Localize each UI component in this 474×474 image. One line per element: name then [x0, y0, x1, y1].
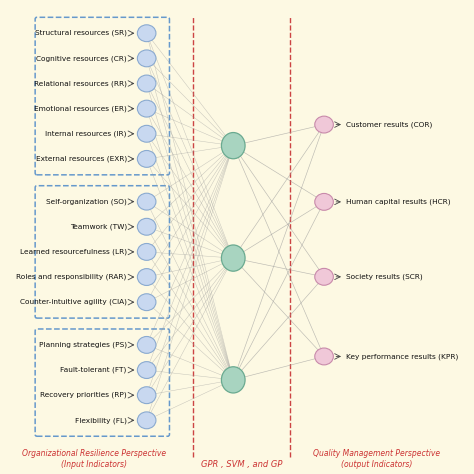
Text: Teamwork (TW): Teamwork (TW) — [70, 224, 127, 230]
Ellipse shape — [137, 25, 156, 42]
Ellipse shape — [137, 100, 156, 117]
Circle shape — [221, 133, 245, 159]
Ellipse shape — [137, 269, 156, 285]
Ellipse shape — [315, 116, 333, 133]
Text: Self-organization (SO): Self-organization (SO) — [46, 199, 127, 205]
Text: Organizational Resilience Perspective
(Input Indicators): Organizational Resilience Perspective (I… — [22, 449, 166, 469]
Ellipse shape — [137, 362, 156, 378]
Ellipse shape — [137, 244, 156, 260]
Text: External resources (EXR): External resources (EXR) — [36, 155, 127, 162]
Text: GPR , SVM , and GP: GPR , SVM , and GP — [201, 460, 283, 469]
Text: Structural resources (SR): Structural resources (SR) — [35, 30, 127, 36]
Circle shape — [221, 245, 245, 271]
Text: Emotional resources (ER): Emotional resources (ER) — [34, 105, 127, 112]
Text: Learned resourcefulness (LR): Learned resourcefulness (LR) — [20, 249, 127, 255]
Text: Key performance results (KPR): Key performance results (KPR) — [346, 353, 458, 360]
Text: Cognitive resources (CR): Cognitive resources (CR) — [36, 55, 127, 62]
Text: Fault-tolerant (FT): Fault-tolerant (FT) — [60, 367, 127, 374]
Ellipse shape — [137, 387, 156, 404]
Circle shape — [221, 367, 245, 393]
Text: Customer results (COR): Customer results (COR) — [346, 121, 432, 128]
Text: Human capital results (HCR): Human capital results (HCR) — [346, 199, 451, 205]
Ellipse shape — [137, 193, 156, 210]
Text: Relational resources (RR): Relational resources (RR) — [34, 80, 127, 87]
Ellipse shape — [137, 412, 156, 429]
Ellipse shape — [137, 75, 156, 92]
Text: Counter-intuitive agility (CIA): Counter-intuitive agility (CIA) — [20, 299, 127, 305]
Text: Planning strategies (PS): Planning strategies (PS) — [39, 342, 127, 348]
Ellipse shape — [315, 193, 333, 210]
Text: Flexibility (FL): Flexibility (FL) — [75, 417, 127, 424]
Ellipse shape — [137, 50, 156, 67]
Text: Recovery priorities (RP): Recovery priorities (RP) — [40, 392, 127, 399]
Ellipse shape — [137, 150, 156, 167]
Ellipse shape — [315, 348, 333, 365]
Text: Quality Management Perspective
(output Indicators): Quality Management Perspective (output I… — [313, 449, 440, 469]
Ellipse shape — [137, 337, 156, 353]
Text: Society results (SCR): Society results (SCR) — [346, 273, 423, 280]
Text: Roles and responsibility (RAR): Roles and responsibility (RAR) — [17, 274, 127, 280]
Ellipse shape — [137, 125, 156, 142]
Ellipse shape — [137, 219, 156, 235]
Ellipse shape — [137, 294, 156, 310]
Ellipse shape — [315, 268, 333, 285]
Text: Internal resources (IR): Internal resources (IR) — [46, 130, 127, 137]
